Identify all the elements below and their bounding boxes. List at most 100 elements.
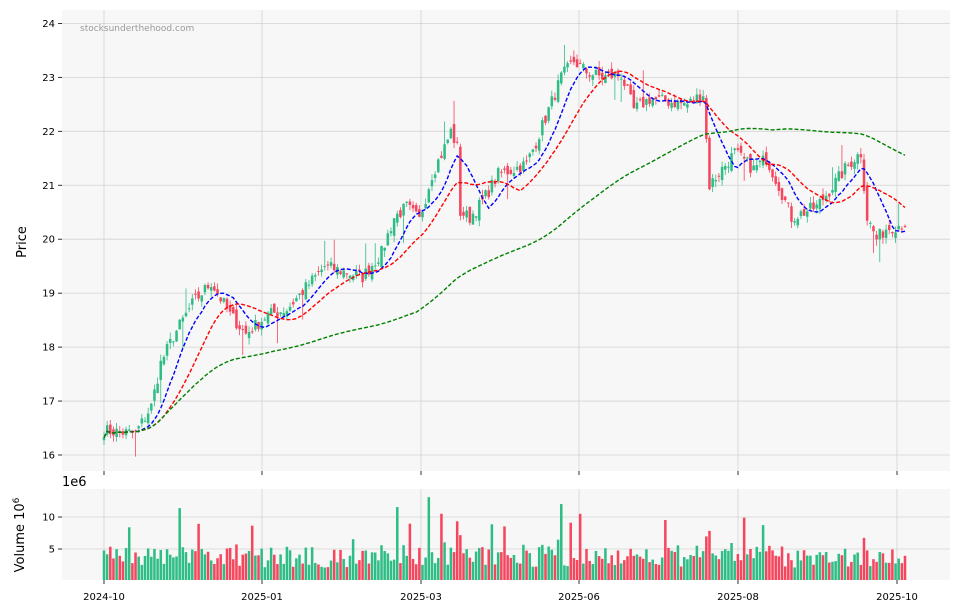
candle [165,341,169,361]
candle [891,231,894,238]
candle-body [790,206,793,222]
volume-bar [310,547,314,580]
candle [411,201,415,213]
candle [250,327,254,334]
volume-bar [222,564,226,580]
volume-bar [279,554,282,580]
candle-body [430,180,434,187]
candle-body [446,139,449,143]
candle-body [550,96,554,107]
volume-bar [597,556,601,580]
candle-body [127,429,131,431]
candle [884,224,888,244]
candle [455,137,459,145]
volume-bar [777,556,781,580]
volume-bar [600,558,604,580]
volume-bar [723,549,727,580]
volume-bar [326,567,330,580]
date-tick-label: 2025-03 [400,592,442,603]
candle [534,142,538,153]
candle-body [560,72,563,84]
candle [266,310,270,325]
candle [146,407,150,428]
candle-body [903,225,907,227]
volume-bar [225,548,229,580]
candle [414,202,418,213]
candle [225,297,229,313]
candle [377,257,380,267]
candle-body [881,231,885,238]
candle [478,197,481,227]
candle-body [301,290,304,295]
candle [320,264,323,277]
candle [449,126,453,140]
volume-bar [566,566,569,580]
candle-body [380,245,383,267]
candle-body [698,94,702,103]
volume-bar [667,547,670,580]
volume-bar [172,557,175,580]
candle [206,282,210,290]
volume-bar [676,545,680,580]
candle [727,161,730,174]
candle-body [878,228,882,240]
candle [657,88,661,98]
price-tick-label: 17 [42,397,55,408]
volume-bar [408,523,412,580]
candle-body [875,234,878,240]
volume-bar [556,539,560,580]
volume-bar [336,562,339,580]
candle-body [648,97,651,104]
candle-body [711,178,714,187]
candle-body [739,145,743,153]
candle-body [235,309,238,329]
candle [856,152,859,170]
volume-bar [799,560,803,580]
volume-bar [194,551,197,580]
candle-body [433,174,437,178]
candle [828,193,831,203]
candle-body [887,225,891,231]
volume-bar [563,565,566,580]
volume-bar [610,555,613,580]
volume-bar [544,553,547,580]
volume-bar [156,558,159,580]
volume-bar [550,549,554,580]
candle-body [682,103,686,106]
volume-bar [619,563,623,580]
candle-body [853,162,856,169]
volume-bar [380,545,383,580]
candle [547,106,550,124]
candle-body [519,165,522,173]
candle [273,303,276,313]
volume-bar [115,549,118,580]
candle [323,240,327,271]
volume-bar [206,551,210,580]
candle [392,217,396,243]
volume-bar [818,552,822,580]
candle-body [228,304,232,312]
candle [326,260,330,271]
candle [752,159,755,171]
candle [509,166,513,176]
volume-bar [342,558,345,580]
candle-body [197,291,200,299]
volume-bar [282,563,286,580]
volume-bar [755,546,759,580]
candle [588,72,591,82]
candle-body [254,320,257,330]
candle [853,159,856,175]
volume-bar [865,550,869,580]
candle [629,81,632,96]
candle-body [414,205,418,212]
volume-bar [764,551,768,580]
moving-average-20 [103,70,906,438]
candle-body [392,218,396,236]
date-tick-label: 2025-10 [876,592,918,603]
volume-bar [537,547,541,580]
candle-body [260,321,263,330]
volume-bar [705,536,708,580]
candle-body [402,203,405,216]
candle-body [181,317,185,322]
candle [591,74,595,87]
